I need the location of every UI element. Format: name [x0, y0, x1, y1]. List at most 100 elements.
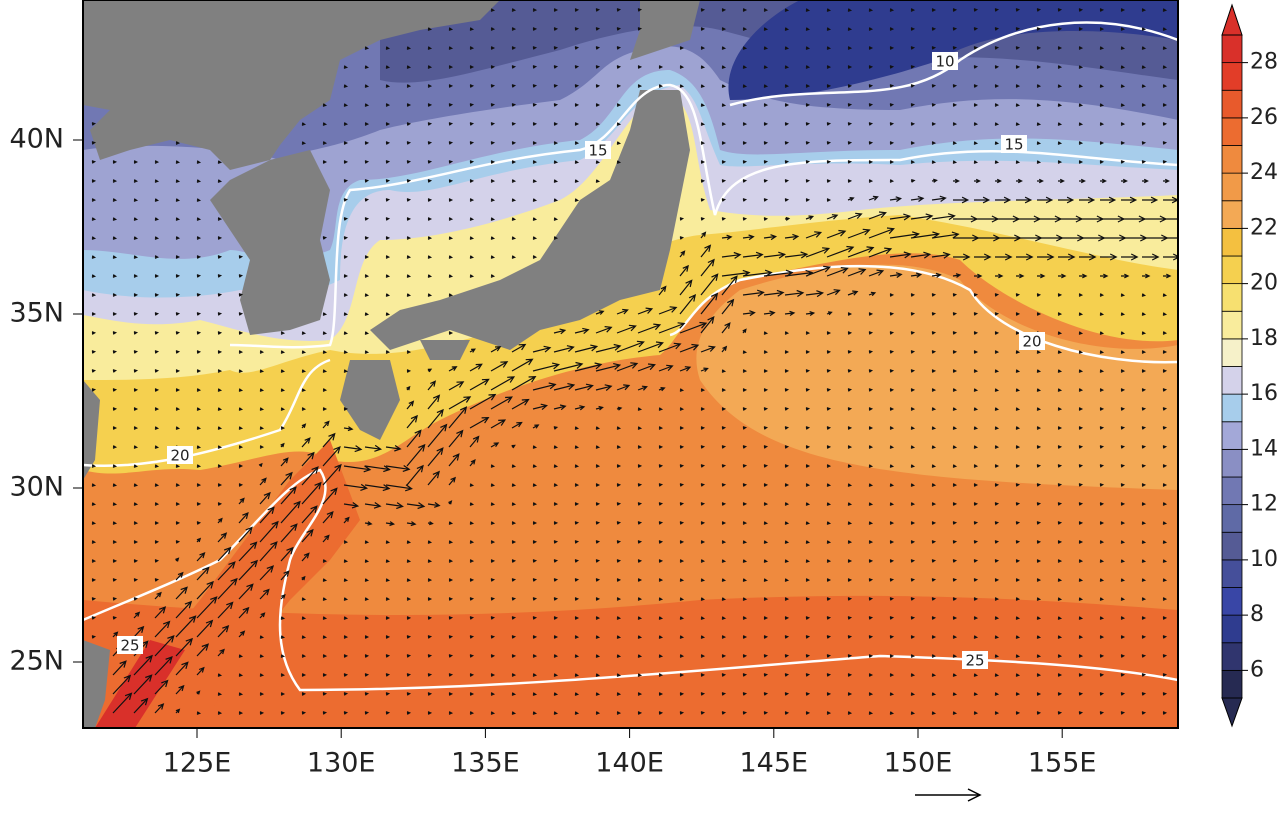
- current-arrow: [784, 635, 790, 639]
- current-arrow: [700, 635, 706, 639]
- current-arrow: [637, 540, 643, 544]
- current-arrow: [175, 571, 184, 581]
- current-arrow: [952, 369, 958, 373]
- current-arrow: [616, 559, 622, 563]
- current-arrow: [1078, 654, 1084, 658]
- current-arrow: [469, 122, 475, 126]
- current-arrow: [784, 289, 805, 298]
- current-arrow: [217, 160, 223, 164]
- current-arrow: [217, 517, 223, 524]
- current-arrow: [322, 534, 330, 543]
- current-arrow: [1162, 84, 1168, 88]
- current-arrow: [931, 27, 937, 31]
- current-arrow: [1162, 350, 1168, 354]
- current-arrow: [826, 46, 832, 50]
- current-arrow: [511, 103, 517, 107]
- current-arrow: [154, 312, 160, 316]
- current-arrow: [259, 612, 266, 619]
- current-arrow: [574, 464, 580, 468]
- current-arrow: [427, 423, 448, 448]
- current-arrow: [784, 160, 790, 164]
- current-arrow: [343, 635, 349, 639]
- current-arrow: [175, 217, 181, 221]
- current-arrow: [595, 502, 601, 506]
- current-arrow: [574, 635, 580, 639]
- current-arrow: [1037, 253, 1055, 261]
- current-arrow: [826, 311, 833, 316]
- current-arrow: [1120, 46, 1126, 50]
- current-arrow: [763, 27, 769, 31]
- current-arrow: [700, 388, 706, 392]
- current-arrow: [763, 160, 769, 164]
- current-arrow: [763, 217, 769, 221]
- current-arrow: [343, 426, 354, 432]
- current-arrow: [658, 426, 664, 430]
- current-arrow: [952, 160, 958, 164]
- current-arrow: [679, 84, 685, 88]
- current-arrow: [133, 464, 139, 468]
- current-arrow: [469, 673, 475, 677]
- current-arrow: [364, 502, 382, 509]
- current-arrow: [280, 442, 285, 448]
- current-arrow: [616, 384, 631, 391]
- current-arrow: [1057, 445, 1063, 449]
- current-arrow: [91, 483, 97, 487]
- current-arrow: [133, 198, 139, 202]
- current-arrow: [511, 616, 517, 620]
- current-arrow: [1100, 253, 1118, 261]
- current-arrow: [868, 291, 877, 297]
- contour-label: 15: [1004, 136, 1023, 154]
- current-arrow: [826, 198, 832, 202]
- current-arrow: [973, 27, 979, 31]
- current-arrow: [448, 381, 465, 391]
- current-arrow: [343, 331, 349, 335]
- current-arrow: [952, 312, 958, 316]
- current-arrow: [952, 559, 958, 563]
- current-arrow: [1057, 616, 1063, 620]
- current-arrow: [847, 559, 853, 563]
- current-arrow: [406, 559, 412, 563]
- current-arrow: [385, 578, 391, 582]
- colorbar-box: [1221, 669, 1243, 699]
- current-arrow: [574, 559, 580, 563]
- contour-label: 10: [935, 53, 954, 71]
- current-arrow: [994, 293, 1000, 297]
- current-arrow: [427, 255, 433, 259]
- current-arrow: [931, 388, 937, 392]
- x-tick-label: 150E: [884, 748, 953, 779]
- current-arrow: [532, 236, 538, 240]
- current-arrow: [952, 540, 958, 544]
- current-arrow: [995, 253, 1013, 261]
- current-arrow: [532, 65, 538, 69]
- current-arrow: [679, 366, 692, 372]
- current-arrow: [763, 179, 769, 183]
- colorbar-label: 12: [1250, 492, 1278, 517]
- current-arrow: [616, 502, 622, 506]
- current-arrow: [553, 198, 559, 202]
- current-arrow: [847, 312, 853, 316]
- colorbar-box: [1221, 34, 1243, 64]
- current-arrow: [301, 451, 315, 467]
- current-arrow: [1078, 407, 1084, 411]
- current-arrow: [889, 692, 895, 696]
- current-arrow: [973, 540, 979, 544]
- current-arrow: [1015, 502, 1021, 506]
- current-arrow: [721, 251, 742, 259]
- current-arrow: [448, 406, 468, 429]
- current-arrow: [364, 616, 370, 620]
- current-arrow: [1016, 253, 1034, 261]
- current-arrow: [301, 466, 319, 486]
- current-arrow: [574, 521, 580, 525]
- current-arrow: [364, 578, 370, 582]
- current-arrow: [1016, 178, 1023, 184]
- current-arrow: [805, 692, 811, 696]
- current-arrow: [154, 703, 165, 714]
- current-arrow: [175, 388, 181, 392]
- current-arrow: [448, 103, 454, 107]
- current-arrow: [700, 559, 706, 563]
- current-arrow: [1057, 8, 1063, 12]
- current-arrow: [385, 350, 391, 354]
- current-arrow: [1163, 273, 1172, 279]
- current-arrow: [406, 654, 412, 658]
- current-arrow: [910, 616, 916, 620]
